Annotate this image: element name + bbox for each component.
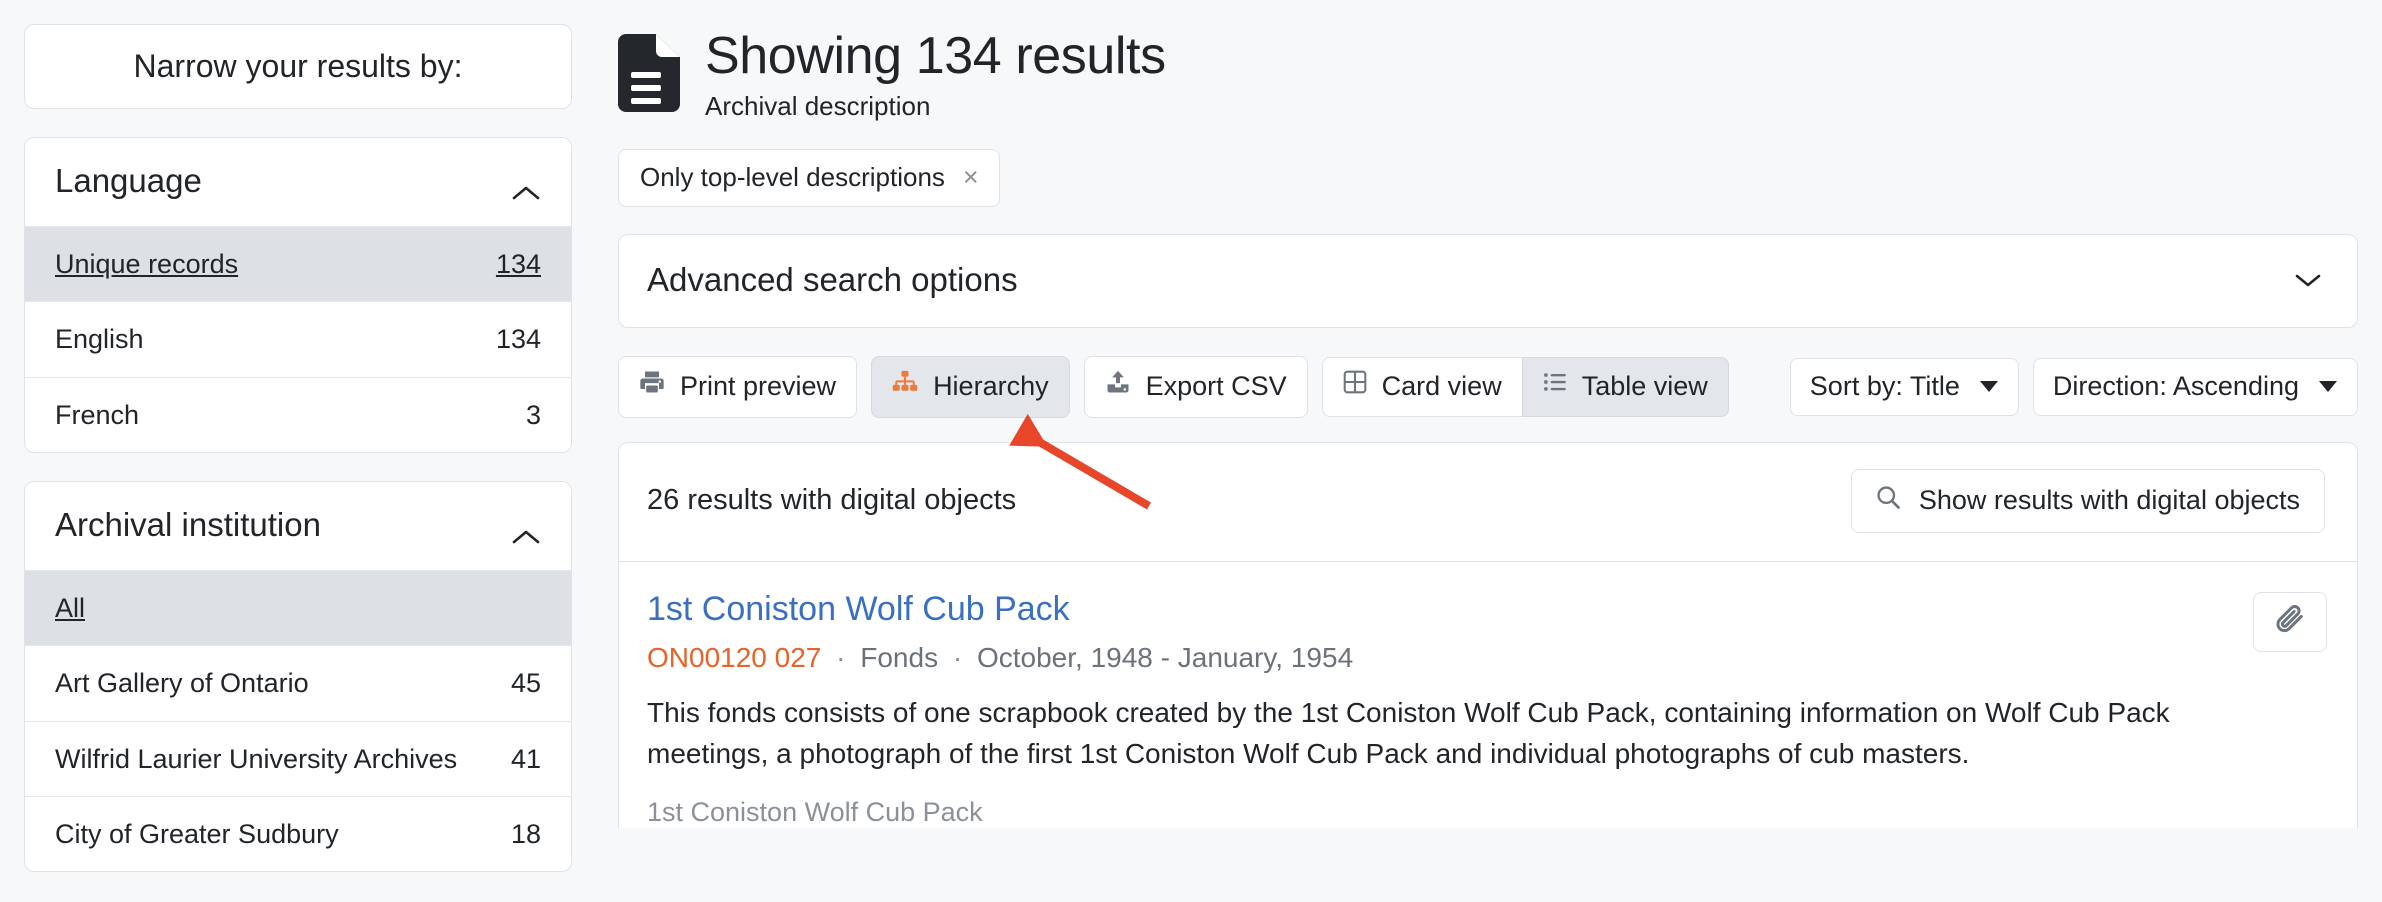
facet-label: All: [55, 592, 86, 623]
card-view-button[interactable]: Card view: [1321, 357, 1523, 417]
caret-down-icon: [1979, 381, 1998, 393]
export-csv-button[interactable]: Export CSV: [1083, 356, 1308, 418]
advanced-search-options-panel[interactable]: Advanced search options: [618, 234, 2358, 329]
grid-icon: [1342, 369, 1368, 404]
print-preview-button[interactable]: Print preview: [618, 356, 858, 418]
narrow-results-panel: Narrow your results by:: [24, 24, 572, 109]
facet-title-language: Language: [55, 162, 202, 199]
facet-panel-language: Language Unique records 134 English 134: [24, 137, 572, 453]
facet-label: City of Greater Sudbury: [55, 818, 339, 849]
result-repository: 1st Coniston Wolf Cub Pack: [647, 796, 983, 827]
view-mode-switch: Card view Table view: [1321, 357, 1729, 417]
facet-count: 41: [510, 743, 541, 774]
facet-count: 134: [495, 324, 541, 355]
facet-row-french[interactable]: French 3: [25, 376, 571, 452]
result-attachment-button[interactable]: [2253, 591, 2327, 652]
result-dates: October, 1948 - January, 1954: [976, 641, 1354, 673]
main-content: Showing 134 results Archival description…: [618, 24, 2358, 828]
facet-count: 45: [510, 668, 541, 699]
meta-separator: ·: [952, 641, 963, 673]
results-list-card: 26 results with digital objects Show res…: [618, 441, 2358, 828]
chevron-up-icon[interactable]: [511, 516, 541, 544]
close-icon[interactable]: ×: [962, 162, 979, 193]
digital-objects-bar: 26 results with digital objects Show res…: [619, 443, 2357, 562]
hierarchy-button[interactable]: Hierarchy: [871, 356, 1070, 418]
facet-row-all[interactable]: All: [25, 569, 571, 646]
facet-label: French: [55, 399, 140, 430]
show-digital-objects-label: Show results with digital objects: [1918, 484, 2300, 515]
filter-chip-label: Only top-level descriptions: [640, 162, 945, 193]
table-view-button[interactable]: Table view: [1521, 357, 1729, 417]
facet-header-archival-institution[interactable]: Archival institution: [25, 481, 571, 570]
caret-down-icon: [2319, 381, 2337, 393]
facet-count: 134: [495, 249, 541, 279]
result-reference-code: ON00120 027: [647, 641, 822, 673]
filter-chip-top-level-descriptions[interactable]: Only top-level descriptions ×: [618, 149, 1000, 208]
search-icon: [1874, 483, 1902, 518]
result-row: 1st Coniston Wolf Cub Pack ON00120 027 ·…: [619, 562, 2357, 828]
facet-label: Wilfrid Laurier University Archives: [55, 743, 458, 774]
chevron-up-icon[interactable]: [511, 172, 541, 200]
sort-by-dropdown[interactable]: Sort by: Title: [1789, 357, 2019, 417]
results-toolbar: Print preview Hierarchy: [618, 356, 2358, 418]
narrow-results-title: Narrow your results by:: [133, 48, 463, 84]
facet-label: English: [55, 324, 144, 355]
result-body: 1st Coniston Wolf Cub Pack ON00120 027 ·…: [647, 590, 2233, 828]
facet-header-language[interactable]: Language: [25, 138, 571, 226]
direction-dropdown[interactable]: Direction: Ascending: [2032, 357, 2358, 417]
paperclip-icon: [2273, 603, 2307, 640]
printer-icon: [638, 368, 666, 405]
facet-row-unique-records[interactable]: Unique records 134: [25, 226, 571, 302]
digital-objects-count: 26 results with digital objects: [647, 484, 1017, 517]
facet-row-city-of-greater-sudbury[interactable]: City of Greater Sudbury 18: [25, 795, 571, 872]
facet-label: Unique records: [55, 249, 239, 279]
page-subtitle: Archival description: [705, 91, 931, 122]
meta-separator: ·: [836, 641, 846, 673]
print-preview-label: Print preview: [680, 370, 837, 401]
facet-panel-archival-institution: Archival institution All Art Gallery of …: [24, 480, 572, 873]
direction-label: Direction: Ascending: [2052, 370, 2299, 401]
facet-row-art-gallery-of-ontario[interactable]: Art Gallery of Ontario 45: [25, 645, 571, 721]
results-header: Showing 134 results Archival description: [618, 24, 2358, 122]
facet-label: Art Gallery of Ontario: [55, 668, 309, 699]
show-results-with-digital-objects-button[interactable]: Show results with digital objects: [1850, 468, 2325, 533]
card-view-label: Card view: [1381, 370, 1502, 401]
list-icon: [1542, 369, 1568, 404]
result-title-link[interactable]: 1st Coniston Wolf Cub Pack: [647, 589, 1070, 628]
facet-count: 18: [510, 818, 541, 849]
page-title: Showing 134 results: [705, 27, 1166, 85]
advanced-search-options-title: Advanced search options: [647, 261, 1018, 299]
active-filters: Only top-level descriptions ×: [618, 149, 2358, 208]
results-header-text: Showing 134 results Archival description: [705, 28, 1166, 122]
export-csv-label: Export CSV: [1145, 370, 1287, 401]
facet-row-english[interactable]: English 134: [25, 301, 571, 377]
facet-title-archival-institution: Archival institution: [55, 505, 321, 543]
document-icon: [618, 34, 680, 117]
result-description: This fonds consists of one scrapbook cre…: [647, 696, 2170, 769]
facet-list-language: Unique records 134 English 134 French 3: [25, 226, 571, 452]
hierarchy-label: Hierarchy: [933, 370, 1049, 401]
sort-by-label: Sort by: Title: [1809, 370, 1960, 401]
chevron-down-icon[interactable]: [2293, 271, 2323, 289]
facet-list-archival-institution: All Art Gallery of Ontario 45 Wilfrid La…: [25, 569, 571, 872]
facets-sidebar: Narrow your results by: Language Unique …: [24, 24, 572, 873]
result-meta: ON00120 027 · Fonds · October, 1948 - Ja…: [647, 642, 2233, 674]
sitemap-icon: [891, 368, 919, 405]
table-view-label: Table view: [1581, 370, 1708, 401]
upload-icon: [1104, 368, 1132, 405]
facet-count: 3: [525, 399, 541, 430]
facet-row-wilfrid-laurier-university-archives[interactable]: Wilfrid Laurier University Archives 41: [25, 720, 571, 796]
result-level: Fonds: [860, 641, 939, 673]
